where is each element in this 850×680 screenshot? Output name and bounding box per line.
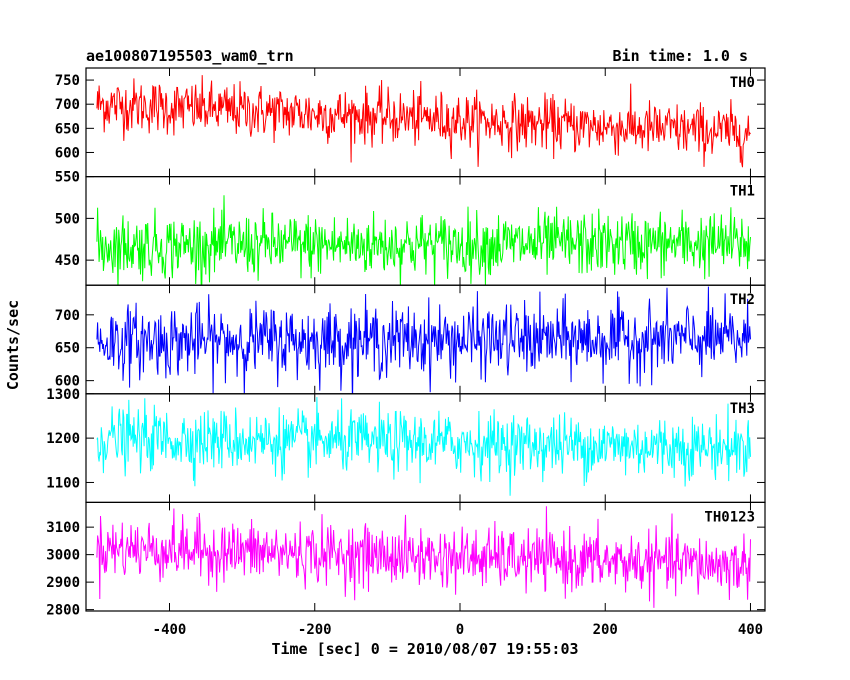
y-axis-title: Counts/sec — [4, 300, 22, 390]
panel-th2: 600 650 700 TH2 — [55, 284, 766, 395]
x-tick-label: 0 — [456, 622, 464, 638]
series-th1 — [96, 195, 751, 286]
y-tick-label: 1300 — [46, 387, 80, 403]
panel-label-th0123: TH0123 — [704, 509, 755, 525]
series-th0123 — [96, 506, 751, 608]
bin-time-label: Bin time: 1.0 s — [613, 47, 748, 65]
panel-frame — [85, 67, 766, 178]
y-tick-label: 650 — [55, 341, 80, 357]
y-tick-label: 750 — [55, 73, 80, 89]
x-tick-label: -400 — [153, 622, 187, 638]
y-tick-label: 2900 — [46, 575, 80, 591]
y-tick-label: 1100 — [46, 475, 80, 491]
x-tick-label: -200 — [298, 622, 332, 638]
y-tick-label: 3000 — [46, 548, 80, 564]
y-tick-label: 450 — [55, 253, 80, 269]
panel-label-th0: TH0 — [730, 75, 755, 91]
y-tick-label: 600 — [55, 374, 80, 390]
panel-th1: 450 500 TH1 — [55, 176, 766, 286]
panel-label-th3: TH3 — [730, 401, 755, 417]
x-axis: -400 -200 0 200 400 — [153, 622, 763, 638]
y-tick-label: 550 — [55, 170, 80, 186]
x-tick-label: 400 — [738, 622, 763, 638]
y-tick-label: 3100 — [46, 520, 80, 536]
series-th2 — [96, 286, 751, 394]
panels-group: 550 600 650 700 750 TH0 450 500 TH1 600 650 700 TH2 1… — [46, 67, 766, 619]
y-tick-label: 500 — [55, 211, 80, 227]
panel-label-th2: TH2 — [730, 292, 755, 308]
y-tick-label: 700 — [55, 308, 80, 324]
panel-frame — [85, 501, 766, 612]
series-th0 — [96, 75, 751, 168]
y-tick-label: 2800 — [46, 603, 80, 619]
x-tick-label: 200 — [593, 622, 618, 638]
series-th3 — [96, 397, 751, 496]
y-tick-label: 1200 — [46, 431, 80, 447]
panel-th0123: 2800 2900 3000 3100 TH0123 — [46, 501, 766, 619]
panel-label-th1: TH1 — [730, 184, 755, 200]
x-axis-title: Time [sec] 0 = 2010/08/07 19:55:03 — [271, 640, 578, 658]
y-tick-label: 600 — [55, 145, 80, 161]
panel-th0: 550 600 650 700 750 TH0 — [55, 67, 766, 186]
chart-title: ae100807195503_wam0_trn — [86, 47, 294, 65]
y-tick-label: 650 — [55, 121, 80, 137]
panel-th3: 1100 1200 1300 TH3 — [46, 387, 766, 503]
y-tick-label: 700 — [55, 97, 80, 113]
